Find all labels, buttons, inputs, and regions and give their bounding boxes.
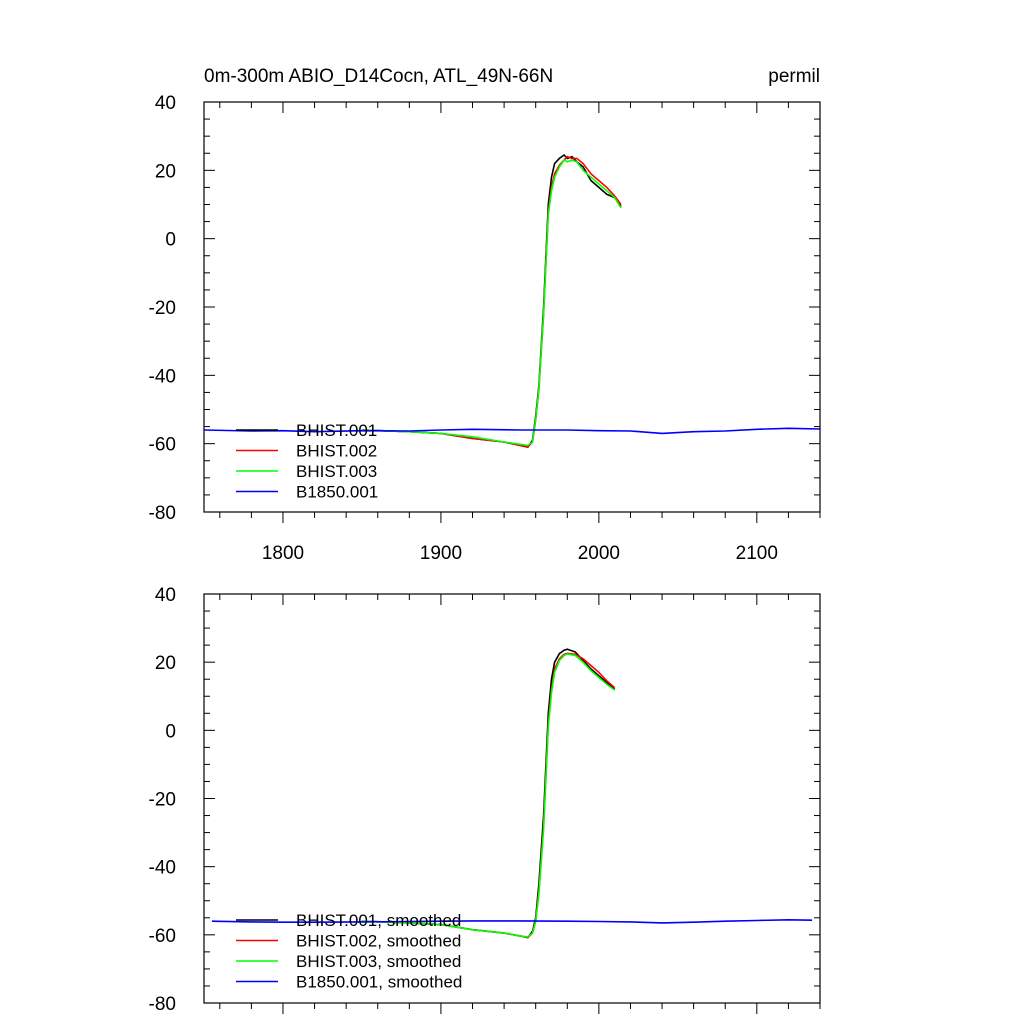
y-tick-label: 0 [165,721,176,742]
series-line-1 [361,153,622,448]
top-panel: -80 -60 -40 -20 0 20 40 1800 1900 2000 2100 BHIST.0… [149,93,821,564]
x-tick-label: 2000 [578,543,620,564]
series-line-1 [361,648,616,939]
series-line-4 [211,918,813,924]
y-tick-label: -20 [149,298,176,319]
series-line-3 [361,653,616,938]
y-tick-label: -60 [149,926,176,947]
legend-label: BHIST.003 [296,462,377,481]
y-tick-label: -40 [149,858,176,879]
legend-label: BHIST.002, smoothed [296,932,461,951]
y-tick-label: -60 [149,435,176,456]
legend-label: BHIST.003, smoothed [296,952,461,971]
legend-label: B1850.001, smoothed [296,973,462,992]
legend-label: B1850.001 [296,483,378,502]
y-tick-label: 40 [155,585,176,606]
series-line-2 [361,155,622,448]
y-tick-label: 40 [155,93,176,114]
bottom-panel: -80 -60 -40 -20 0 20 40 BHIST.001, smoothed BHIS… [149,585,821,1015]
chart-title: 0m-300m ABIO_D14Cocn, ATL_49N-66N [204,66,553,87]
series-line-3 [361,159,622,447]
units-label: permil [768,66,820,87]
x-tick-label: 1900 [420,543,462,564]
y-tick-label: -80 [149,994,176,1015]
y-tick-label: 20 [155,653,176,674]
y-tick-label: 20 [155,161,176,182]
series-line-2 [361,652,616,939]
y-tick-label: -80 [149,503,176,524]
y-tick-label: -20 [149,790,176,811]
legend-label: BHIST.001, smoothed [296,911,461,930]
legend-label: BHIST.002 [296,442,377,461]
x-tick-label: 1800 [262,543,304,564]
x-tick-label: 2100 [736,543,778,564]
series-line-4 [203,427,821,435]
y-tick-label: 0 [165,230,176,251]
legend-label: BHIST.001 [296,421,377,440]
y-tick-label: -40 [149,366,176,387]
